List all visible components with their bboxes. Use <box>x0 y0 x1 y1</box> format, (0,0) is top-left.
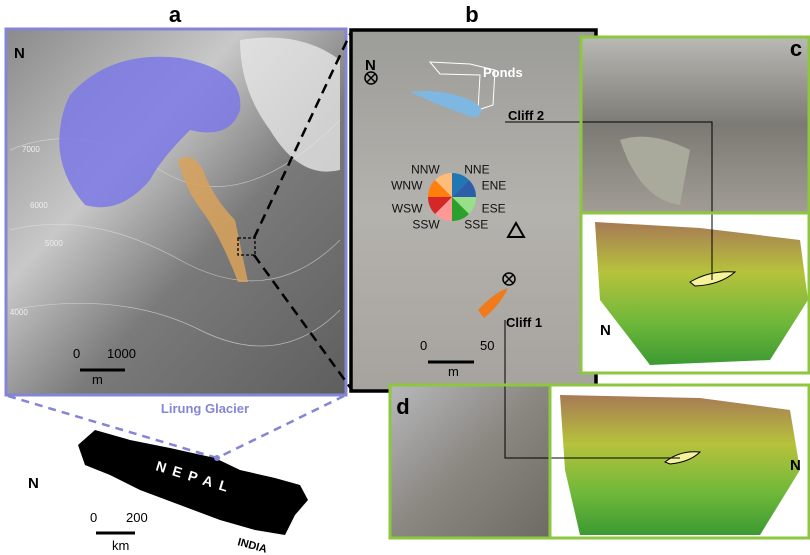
scale-label: 50 <box>480 338 494 353</box>
scale-label: 200 <box>126 510 148 525</box>
north-arrow: N <box>600 322 611 339</box>
photo <box>390 385 550 538</box>
caption: Lirung Glacier <box>161 401 249 416</box>
cliff-label: Cliff 2 <box>508 108 544 123</box>
pond-label: Ponds <box>483 65 523 80</box>
north-arrow: N <box>790 457 801 474</box>
aspect-label: ENE <box>482 179 507 193</box>
dem-surface <box>560 395 800 535</box>
scale-label: 0 <box>90 510 97 525</box>
panel-b: Ponds Cliff 2 Cliff 1 NNE ENE ESE SSE SSW WSW… <box>351 30 596 391</box>
contour-label: 4000 <box>10 308 28 317</box>
panel-label: c <box>790 36 802 61</box>
panel-label: a <box>169 2 182 27</box>
scale-label: 0 <box>420 338 427 353</box>
cliff-label: Cliff 1 <box>506 315 542 330</box>
aspect-label: WSW <box>392 201 423 215</box>
north-arrow: N <box>28 475 39 492</box>
aspect-label: NNE <box>464 162 489 176</box>
aspect-label: WNW <box>391 179 423 193</box>
panel-a: 7000 6000 5000 4000 0 1000 m N <box>6 29 346 395</box>
aspect-label: ESE <box>482 201 506 215</box>
location <box>214 455 220 461</box>
scale-unit: km <box>112 538 129 553</box>
inset-map: NEPAL CHINA INDIA 0 200 km N <box>28 430 308 555</box>
scale-label: 1000 <box>107 346 136 361</box>
scale-label: 0 <box>73 346 80 361</box>
aspect-label: NNW <box>411 162 440 176</box>
contour-label: 6000 <box>30 201 48 210</box>
neighbor-label: INDIA <box>236 536 268 555</box>
debris-surface <box>351 30 596 391</box>
contour-label: 5000 <box>45 239 63 248</box>
panel-label: b <box>465 2 478 27</box>
scale-unit: m <box>448 364 459 379</box>
north-arrow: N <box>365 57 376 74</box>
north-arrow: N <box>14 45 25 62</box>
contour-label: 7000 <box>22 145 40 154</box>
figure: a b 7000 6000 5000 4000 0 1000 m N Lirun… <box>0 0 810 555</box>
photo <box>581 37 809 213</box>
aspect-label: SSE <box>464 218 488 232</box>
scale-unit: m <box>92 372 103 387</box>
aspect-label: SSW <box>412 218 440 232</box>
panel-label: d <box>396 394 409 419</box>
